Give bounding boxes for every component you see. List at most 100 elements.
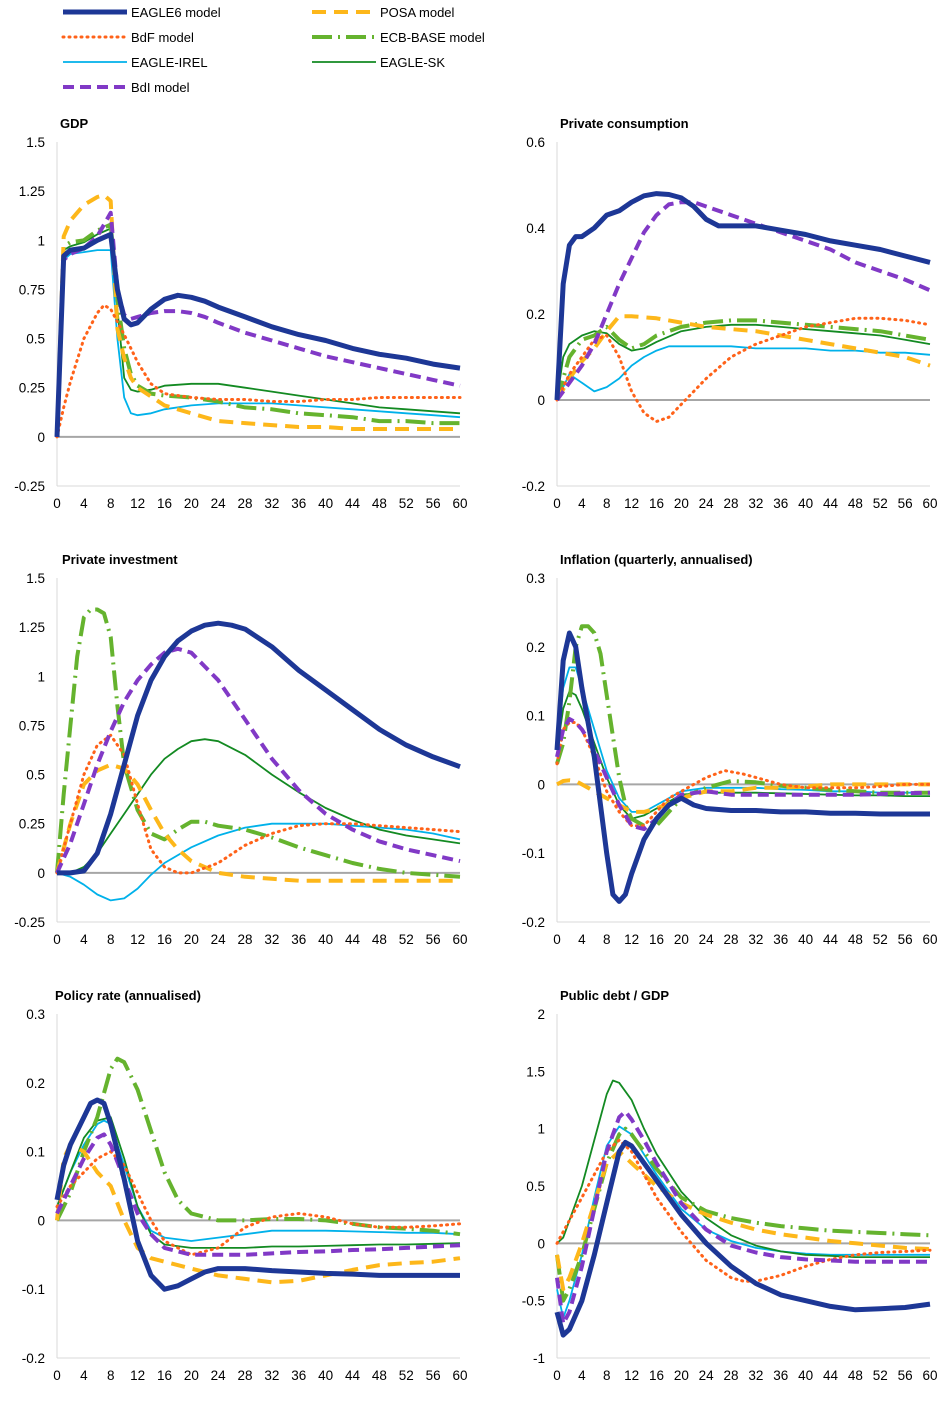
x-tick-label: 60 (922, 932, 937, 947)
x-tick-label: 28 (238, 496, 253, 511)
y-tick-label: 0.75 (19, 718, 45, 733)
x-tick-label: 36 (773, 496, 788, 511)
y-tick-label: 0.25 (19, 817, 45, 832)
series-line-ecb-base-model (555, 318, 931, 401)
x-tick-label: 32 (264, 496, 279, 511)
x-tick-label: 12 (624, 932, 639, 947)
x-tick-label: 56 (898, 1368, 913, 1383)
y-tick-label: 2 (537, 1007, 545, 1022)
x-tick-label: 48 (372, 932, 387, 947)
y-tick-label: 1 (537, 1122, 545, 1137)
x-tick-label: 4 (80, 932, 88, 947)
x-tick-label: 52 (399, 932, 414, 947)
x-tick-label: 32 (748, 932, 763, 947)
y-tick-label: 0.2 (526, 307, 545, 322)
y-tick-label: 0.2 (26, 1076, 45, 1091)
x-tick-label: 8 (107, 496, 115, 511)
series-line-posa-model (55, 193, 460, 437)
legend-item-bdf-model: BdF model (61, 30, 194, 45)
x-tick-label: 40 (318, 496, 333, 511)
panel-gdp: GDP -0.25 0 0.25 0.5 0.75 1 1.25 1.5 0 4 8 12 16 20 24… (0, 112, 470, 542)
x-tick-label: 44 (823, 496, 839, 511)
series-line-bdf-model (55, 1150, 462, 1257)
x-tick-label: 0 (53, 1368, 61, 1383)
x-tick-label: 60 (922, 496, 937, 511)
series-line-eagle-irel (56, 1119, 461, 1242)
chart-title-public-debt: Public debt / GDP (560, 988, 670, 1003)
legend-label-eagle6-model: EAGLE6 model (131, 5, 221, 20)
series-line-eagle-irel (556, 345, 931, 401)
x-tick-label: 40 (318, 932, 333, 947)
x-tick-label: 12 (130, 496, 145, 511)
series-line-eagle6-model (54, 231, 461, 437)
legend-label-bdi-model: BdI model (131, 80, 190, 95)
x-tick-label: 24 (211, 496, 227, 511)
y-tick-label: -0.1 (22, 1282, 45, 1297)
chart-legend: EAGLE6 model POSA model BdF model ECB-BASE … (0, 0, 945, 100)
x-tick-label: 56 (426, 496, 441, 511)
y-tick-label: 0.6 (526, 135, 545, 150)
legend-label-posa-model: POSA model (380, 5, 455, 20)
x-tick-label: 20 (674, 932, 689, 947)
x-tick-label: 0 (553, 496, 561, 511)
series-line-ecb-base-model (55, 607, 461, 879)
x-tick-label: 4 (578, 932, 586, 947)
legend-item-ecb-base-model: ECB-BASE model (312, 30, 485, 45)
chart-title-private-investment: Private investment (62, 552, 178, 567)
x-tick-label: 52 (399, 1368, 414, 1383)
x-tick-label: 0 (553, 1368, 561, 1383)
y-tick-label: 0.1 (26, 1145, 45, 1160)
series-line-posa-model (555, 314, 931, 401)
x-tick-label: 48 (848, 1368, 863, 1383)
y-tick-label: -0.5 (522, 1294, 545, 1309)
x-tick-label: 8 (603, 1368, 611, 1383)
series-line-bdi-model (55, 1132, 461, 1257)
y-tick-label: 0.3 (526, 571, 545, 586)
y-tick-label: 0.3 (26, 1007, 45, 1022)
series-line-ecb-base-model (55, 1056, 461, 1237)
x-tick-label: 36 (291, 496, 306, 511)
series-line-bdi-model (55, 646, 461, 874)
legend-item-bdi-model: BdI model (63, 80, 190, 95)
series-line-eagle-irel (56, 249, 461, 437)
x-tick-label: 4 (578, 1368, 586, 1383)
x-tick-label: 4 (80, 1368, 88, 1383)
panel-private-consumption: Private consumption -0.2 0 0.2 0.4 0.6 0 4 8 12 1… (500, 112, 945, 542)
series-line-posa-model (55, 762, 460, 883)
x-tick-label: 44 (345, 1368, 361, 1383)
y-tick-label: 0.5 (526, 1179, 545, 1194)
x-tick-label: 36 (291, 932, 306, 947)
legend-item-eagle-sk: EAGLE-SK (312, 55, 445, 70)
legend-item-posa-model: POSA model (312, 5, 455, 20)
chart-title-private-consumption: Private consumption (560, 116, 689, 131)
x-tick-label: 56 (426, 932, 441, 947)
x-tick-label: 20 (674, 1368, 689, 1383)
y-tick-label: -1 (533, 1351, 545, 1366)
x-tick-label: 16 (649, 496, 664, 511)
x-tick-label: 32 (748, 496, 763, 511)
panel-policy-rate: Policy rate (annualised) -0.2 -0.1 0 0.1 0.2… (0, 984, 470, 1414)
x-tick-label: 16 (157, 932, 172, 947)
series-line-eagle-sk (556, 1079, 930, 1258)
x-tick-label: 0 (53, 932, 61, 947)
y-tick-label: 0 (37, 430, 45, 445)
y-tick-label: -0.2 (522, 915, 545, 930)
y-tick-label: 0.2 (526, 640, 545, 655)
y-tick-label: 1.25 (19, 620, 45, 635)
legend-label-bdf-model: BdF model (131, 30, 194, 45)
x-tick-label: 24 (699, 1368, 715, 1383)
y-tick-label: 1 (37, 233, 45, 248)
series-line-bdf-model (55, 303, 462, 439)
panel-inflation: Inflation (quarterly, annualised) -0.2 -0… (500, 548, 945, 978)
x-tick-label: 20 (674, 496, 689, 511)
legend-item-eagle-irel: EAGLE-IREL (63, 55, 208, 70)
y-tick-label: -0.25 (14, 915, 45, 930)
x-tick-label: 40 (798, 932, 813, 947)
chart-title-inflation: Inflation (quarterly, annualised) (560, 552, 753, 567)
x-tick-label: 12 (624, 496, 639, 511)
x-tick-label: 32 (748, 1368, 763, 1383)
series-line-eagle6-model (54, 1097, 460, 1292)
x-tick-label: 28 (724, 932, 739, 947)
legend-label-ecb-base-model: ECB-BASE model (380, 30, 485, 45)
x-tick-label: 52 (873, 496, 888, 511)
